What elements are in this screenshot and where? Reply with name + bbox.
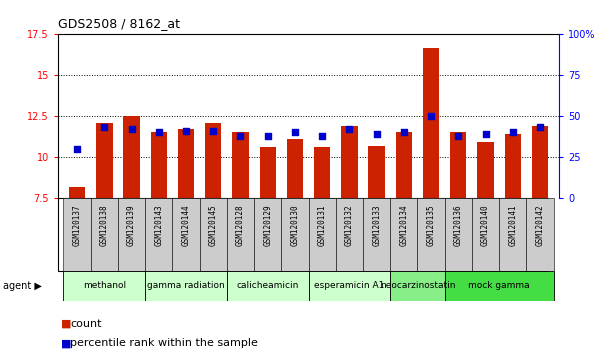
Bar — [178, 129, 194, 198]
Bar — [336, 198, 363, 271]
Bar — [314, 147, 331, 198]
Point — [399, 130, 409, 135]
Bar — [254, 198, 281, 271]
Point — [181, 128, 191, 133]
Text: agent ▶: agent ▶ — [3, 281, 42, 291]
Point — [481, 131, 491, 137]
Text: GSM120143: GSM120143 — [155, 204, 163, 246]
Point — [236, 133, 246, 138]
Point — [126, 126, 136, 132]
Bar — [390, 198, 417, 271]
Bar — [232, 132, 249, 198]
Bar — [477, 142, 494, 198]
Bar — [505, 134, 521, 198]
Point — [100, 125, 109, 130]
Bar — [532, 126, 548, 198]
Point — [290, 130, 300, 135]
Bar — [118, 198, 145, 271]
Bar — [368, 145, 385, 198]
Text: count: count — [70, 319, 102, 329]
Bar — [445, 198, 472, 271]
Text: GSM120137: GSM120137 — [73, 204, 82, 246]
Point — [371, 131, 381, 137]
Bar — [423, 48, 439, 198]
Text: GSM120129: GSM120129 — [263, 204, 273, 246]
Point — [426, 113, 436, 119]
Bar — [450, 132, 466, 198]
Bar — [123, 116, 140, 198]
Text: GSM120136: GSM120136 — [454, 204, 463, 246]
Text: GSM120133: GSM120133 — [372, 204, 381, 246]
Text: ■: ■ — [61, 338, 71, 348]
Bar — [69, 187, 86, 198]
Point — [154, 130, 164, 135]
Text: GSM120145: GSM120145 — [209, 204, 218, 246]
Bar — [260, 147, 276, 198]
Bar — [341, 126, 357, 198]
Bar — [527, 198, 554, 271]
Bar — [499, 198, 527, 271]
Bar — [96, 122, 112, 198]
Point — [453, 133, 463, 138]
Bar — [396, 132, 412, 198]
Text: GDS2508 / 8162_at: GDS2508 / 8162_at — [58, 17, 180, 30]
Point — [508, 130, 518, 135]
Bar — [417, 198, 445, 271]
Bar — [472, 198, 499, 271]
Text: methanol: methanol — [82, 281, 126, 290]
Bar — [151, 132, 167, 198]
Text: esperamicin A1: esperamicin A1 — [314, 281, 384, 290]
Text: GSM120142: GSM120142 — [535, 204, 544, 246]
Text: GSM120130: GSM120130 — [290, 204, 299, 246]
Point — [263, 133, 273, 138]
Text: GSM120141: GSM120141 — [508, 204, 518, 246]
Bar — [287, 139, 303, 198]
Point — [208, 128, 218, 133]
Text: GSM120140: GSM120140 — [481, 204, 490, 246]
Text: GSM120132: GSM120132 — [345, 204, 354, 246]
Bar — [64, 271, 145, 301]
Point — [535, 125, 545, 130]
Text: GSM120144: GSM120144 — [181, 204, 191, 246]
Text: GSM120135: GSM120135 — [426, 204, 436, 246]
Bar — [227, 271, 309, 301]
Text: GSM120139: GSM120139 — [127, 204, 136, 246]
Bar — [363, 198, 390, 271]
Bar — [90, 198, 118, 271]
Point — [317, 133, 327, 138]
Point — [345, 126, 354, 132]
Bar — [145, 198, 172, 271]
Bar — [309, 198, 336, 271]
Text: GSM120131: GSM120131 — [318, 204, 327, 246]
Text: percentile rank within the sample: percentile rank within the sample — [70, 338, 258, 348]
Bar — [205, 122, 221, 198]
Bar — [200, 198, 227, 271]
Text: GSM120134: GSM120134 — [400, 204, 408, 246]
Text: ■: ■ — [61, 319, 71, 329]
Bar — [309, 271, 390, 301]
Text: neocarzinostatin: neocarzinostatin — [379, 281, 455, 290]
Bar — [172, 198, 200, 271]
Text: GSM120128: GSM120128 — [236, 204, 245, 246]
Text: GSM120138: GSM120138 — [100, 204, 109, 246]
Text: gamma radiation: gamma radiation — [147, 281, 225, 290]
Bar — [64, 198, 90, 271]
Bar — [390, 271, 445, 301]
Text: mock gamma: mock gamma — [469, 281, 530, 290]
Bar — [145, 271, 227, 301]
Text: calicheamicin: calicheamicin — [236, 281, 299, 290]
Bar — [281, 198, 309, 271]
Bar — [445, 271, 554, 301]
Point — [72, 146, 82, 152]
Bar — [227, 198, 254, 271]
